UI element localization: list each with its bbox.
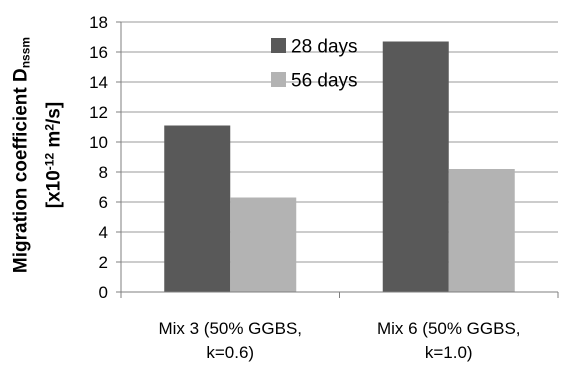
y-tick-label: 18: [89, 13, 108, 32]
bar-28-days-1: [164, 125, 231, 292]
legend: 28 days 56 days: [271, 37, 358, 92]
bar-56-days-1: [230, 197, 297, 292]
y-tick-label: 8: [99, 163, 108, 182]
x-category-label: k=1.0): [425, 343, 473, 362]
y-tick-label: 14: [89, 73, 108, 92]
y-tick-label: 12: [89, 103, 108, 122]
y-tick-label: 16: [89, 43, 108, 62]
y-tick-label: 0: [99, 283, 108, 302]
y-tick-label: 10: [89, 133, 108, 152]
x-category-label: Mix 6 (50% GGBS,: [377, 319, 521, 338]
axes: [120, 22, 559, 298]
x-category-label: Mix 3 (50% GGBS,: [158, 319, 302, 338]
legend-label: 28 days: [291, 37, 358, 58]
x-axis-categories: Mix 3 (50% GGBS, k=0.6) Mix 6 (50% GGBS, k=…: [158, 319, 520, 362]
legend-label: 56 days: [291, 71, 358, 92]
bar-28-days-2: [382, 41, 449, 292]
y-tick-label: 6: [99, 193, 108, 212]
legend-swatch: [271, 38, 286, 53]
legend-swatch: [271, 72, 286, 87]
bars: [164, 41, 515, 292]
bar-56-days-2: [448, 169, 515, 292]
y-tick-label: 2: [99, 253, 108, 272]
y-axis-ticks: 0 2 4 6 8 10 12 14 16 18: [89, 13, 121, 302]
x-category-label: k=0.6): [206, 343, 254, 362]
y-tick-label: 4: [99, 223, 108, 242]
